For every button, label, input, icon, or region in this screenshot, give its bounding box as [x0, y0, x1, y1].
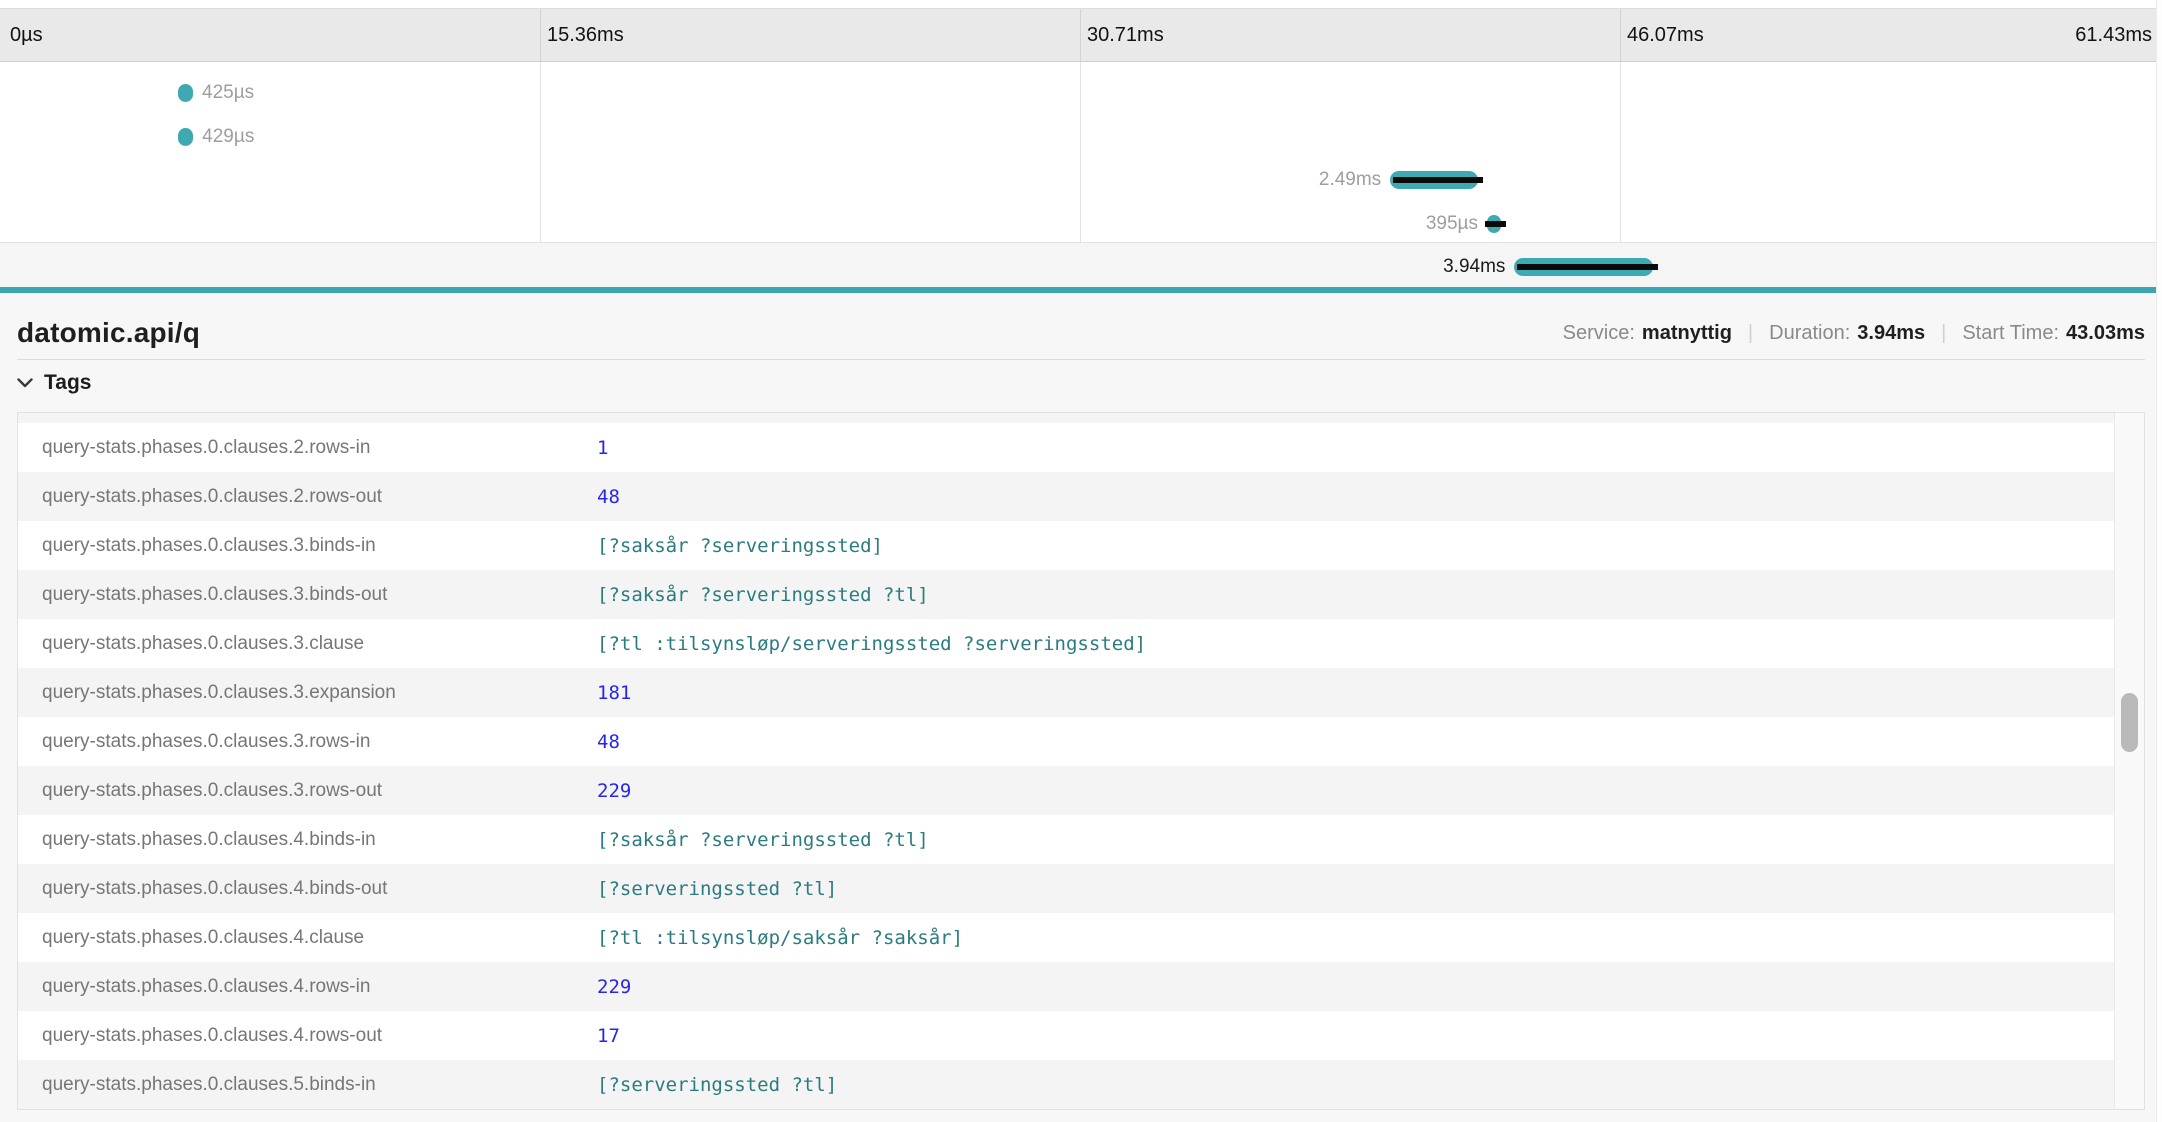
- trace-timeline: 0µs 15.36ms 30.71ms 46.07ms 61.43ms 425µ…: [0, 0, 2162, 293]
- critical-path-stripe: [1517, 264, 1659, 270]
- tag-row[interactable]: query-stats.phases.0.clauses.3.rows-in 48: [18, 717, 2114, 766]
- tag-value: 48: [597, 485, 620, 508]
- start-time-value: 43.03ms: [2066, 321, 2145, 344]
- tag-key: query-stats.phases.0.clauses.3.clause: [42, 632, 365, 654]
- tick-label-1: 15.36ms: [547, 23, 624, 46]
- tag-value: 181: [597, 681, 632, 704]
- tag-value: [?saksår ?serveringssted]: [597, 534, 883, 557]
- tag-key: query-stats.phases.0.clauses.2.rows-out: [42, 485, 383, 507]
- timeline-tick-header: 0µs 15.36ms 30.71ms 46.07ms 61.43ms: [0, 8, 2162, 62]
- page-scroll-gutter: [2156, 0, 2162, 1122]
- tag-key: query-stats.phases.0.clauses.5.binds-in: [42, 1073, 376, 1095]
- tag-row[interactable]: query-stats.phases.0.clauses.3.clause [?t…: [18, 619, 2114, 668]
- partial-row: [18, 413, 2114, 423]
- header-divider: [17, 359, 2145, 360]
- tag-key: query-stats.phases.0.clauses.3.rows-in: [42, 730, 371, 752]
- grid-line: [540, 62, 541, 287]
- tag-key: query-stats.phases.0.clauses.3.rows-out: [42, 779, 383, 801]
- tag-key: query-stats.phases.0.clauses.4.binds-out: [42, 877, 388, 899]
- selected-span-row[interactable]: [0, 242, 2162, 287]
- tag-row[interactable]: query-stats.phases.0.clauses.4.rows-out 1…: [18, 1011, 2114, 1060]
- tags-accordion-toggle[interactable]: Tags: [17, 367, 91, 399]
- tag-value: [?serveringssted ?tl]: [597, 877, 838, 900]
- tick-separator: [1080, 9, 1081, 61]
- tag-value: [?saksår ?serveringssted ?tl]: [597, 828, 929, 851]
- tag-row[interactable]: query-stats.phases.0.clauses.4.binds-out…: [18, 864, 2114, 913]
- tags-rows-viewport: query-stats.phases.0.clauses.2.rows-in 1 q…: [18, 413, 2114, 1109]
- tag-value: [?serveringssted ?tl]: [597, 1073, 838, 1096]
- tag-value: 48: [597, 730, 620, 753]
- duration-label: Duration:: [1769, 321, 1851, 344]
- tag-key: query-stats.phases.0.clauses.2.rows-in: [42, 436, 371, 458]
- tag-row[interactable]: query-stats.phases.0.clauses.3.expansion…: [18, 668, 2114, 717]
- tag-value: 229: [597, 975, 632, 998]
- chevron-down-icon: [17, 378, 33, 388]
- span-detail-header: datomic.api/q Service: matnyttig | Durat…: [17, 307, 2145, 359]
- tag-row[interactable]: query-stats.phases.0.clauses.2.rows-out 4…: [18, 472, 2114, 521]
- tag-row[interactable]: query-stats.phases.0.clauses.3.binds-out…: [18, 570, 2114, 619]
- tag-row[interactable]: query-stats.phases.0.clauses.4.rows-in 22…: [18, 962, 2114, 1011]
- service-label: Service:: [1562, 321, 1635, 344]
- tag-value: [?saksår ?serveringssted ?tl]: [597, 583, 929, 606]
- span-duration-label: 2.49ms: [1318, 169, 1382, 190]
- duration-value: 3.94ms: [1857, 321, 1926, 344]
- critical-path-stripe: [1393, 177, 1483, 183]
- span-duration-label: 395µs: [1425, 213, 1478, 234]
- tick-label-0: 0µs: [10, 23, 43, 46]
- tag-value: 229: [597, 779, 632, 802]
- tags-section-title: Tags: [44, 371, 92, 394]
- tag-key: query-stats.phases.0.clauses.4.rows-out: [42, 1024, 383, 1046]
- span-meta: Service: matnyttig | Duration: 3.94ms | …: [1563, 322, 2145, 345]
- tag-key: query-stats.phases.0.clauses.3.binds-out: [42, 583, 388, 605]
- span-bar[interactable]: [1484, 215, 1506, 233]
- tag-value: 17: [597, 1024, 620, 1047]
- tag-row[interactable]: query-stats.phases.0.clauses.5.binds-in […: [18, 1060, 2114, 1109]
- tag-key: query-stats.phases.0.clauses.4.binds-in: [42, 828, 376, 850]
- tick-label-4: 61.43ms: [2075, 23, 2152, 46]
- tag-key: query-stats.phases.0.clauses.4.clause: [42, 926, 365, 948]
- meta-separator: |: [1747, 321, 1754, 344]
- tag-key: query-stats.phases.0.clauses.3.binds-in: [42, 534, 376, 556]
- span-duration-label: 425µs: [202, 82, 255, 103]
- span-bar[interactable]: [1390, 171, 1483, 189]
- start-time-label: Start Time:: [1962, 321, 2060, 344]
- tick-label-2: 30.71ms: [1087, 23, 1164, 46]
- grid-line: [1080, 62, 1081, 287]
- tag-value: [?tl :tilsynsløp/serveringssted ?serveri…: [597, 632, 1147, 655]
- tag-row[interactable]: query-stats.phases.0.clauses.3.rows-out 2…: [18, 766, 2114, 815]
- scrollbar-thumb[interactable]: [2121, 693, 2138, 752]
- tag-key: query-stats.phases.0.clauses.3.expansion: [42, 681, 396, 703]
- span-detail-panel: datomic.api/q Service: matnyttig | Durat…: [0, 293, 2162, 1122]
- tag-value: [?tl :tilsynsløp/saksår ?saksår]: [597, 926, 964, 949]
- tag-row[interactable]: query-stats.phases.0.clauses.2.rows-in 1: [18, 423, 2114, 472]
- tags-table: query-stats.phases.0.clauses.2.rows-in 1 q…: [17, 412, 2145, 1110]
- panel-divider-rule: [0, 287, 2162, 293]
- span-bar[interactable]: [178, 84, 194, 102]
- tag-row[interactable]: query-stats.phases.0.clauses.3.binds-in […: [18, 521, 2114, 570]
- grid-line: [1620, 62, 1621, 287]
- span-duration-label: 429µs: [202, 126, 255, 147]
- span-bar[interactable]: [1514, 258, 1659, 276]
- critical-path-stripe: [1484, 221, 1506, 227]
- span-bar[interactable]: [178, 128, 194, 146]
- service-value: matnyttig: [1641, 321, 1732, 344]
- tag-row[interactable]: query-stats.phases.0.clauses.4.binds-in […: [18, 815, 2114, 864]
- tags-table-scrollbar[interactable]: [2114, 413, 2144, 1109]
- tick-separator: [540, 9, 541, 61]
- timeline-canvas[interactable]: [0, 62, 2162, 242]
- span-duration-label: 3.94ms: [1443, 256, 1506, 277]
- meta-separator: |: [1941, 321, 1947, 344]
- tag-row[interactable]: query-stats.phases.0.clauses.4.clause [?t…: [18, 913, 2114, 962]
- tag-key: query-stats.phases.0.clauses.4.rows-in: [42, 975, 371, 997]
- span-layer: 425µs 429µs 2.49ms 395µs 3.94ms: [0, 0, 2162, 293]
- operation-name: datomic.api/q: [17, 317, 201, 348]
- tick-label-3: 46.07ms: [1627, 23, 1704, 46]
- tick-separator: [1620, 9, 1621, 61]
- tag-value: 1: [597, 436, 609, 459]
